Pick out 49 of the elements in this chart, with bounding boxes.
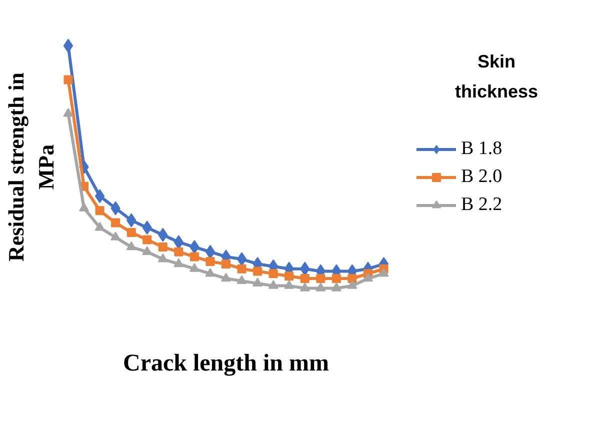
point [316,282,326,292]
point [268,269,278,278]
point [111,218,120,228]
point [189,263,200,272]
legend-title: Skin thickness [454,52,538,102]
point [268,280,278,289]
point [222,259,230,268]
point [236,275,247,284]
point [126,241,136,250]
point [174,235,184,250]
point [300,282,310,292]
point [79,202,90,212]
point [142,246,152,255]
legend-label: B 1.8 [461,138,502,160]
point [94,222,105,231]
point [205,268,216,277]
point [158,242,168,252]
point [95,206,104,216]
point [284,272,294,281]
point [253,266,262,276]
point [237,264,246,274]
legend-label: B 2.2 [461,194,502,216]
point [378,268,388,277]
legend-label: B 2.0 [461,166,502,188]
point [110,232,121,240]
point [348,274,357,284]
point [206,257,215,266]
x-axis-title: Crack length in mm [123,350,330,376]
point [347,280,358,289]
point [252,278,263,286]
point [126,228,136,237]
point [362,272,373,282]
point [64,75,73,84]
point [236,252,247,266]
point [300,274,310,284]
point [64,108,74,117]
point [205,244,216,259]
y-axis-title: Residual strength in MPa [4,72,58,262]
point [174,247,184,256]
point [94,189,105,204]
point [142,235,152,244]
point [332,274,341,284]
point [190,252,199,262]
point [316,274,326,284]
point [284,280,294,289]
point [221,272,231,282]
point [331,282,342,292]
point [158,253,168,262]
point [174,258,184,268]
